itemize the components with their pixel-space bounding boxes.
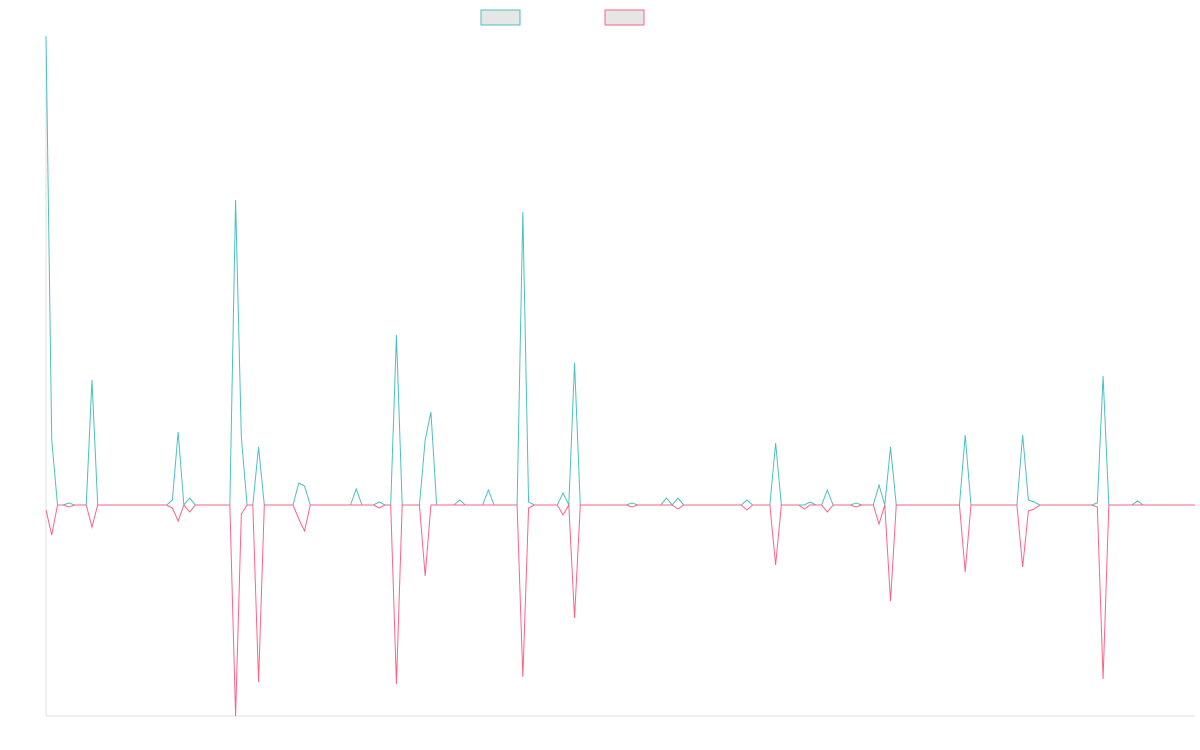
legend-swatch[interactable] — [480, 9, 521, 26]
series-line — [45, 503, 1195, 717]
legend-swatch[interactable] — [604, 9, 645, 26]
series-line — [45, 35, 1195, 507]
